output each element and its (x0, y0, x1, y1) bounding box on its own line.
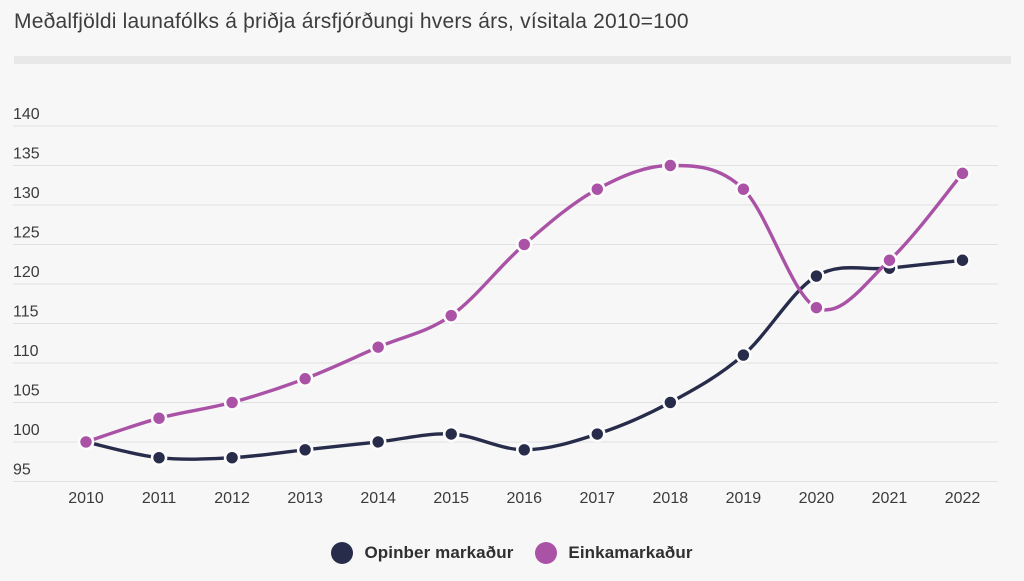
y-axis-tick-label: 125 (13, 224, 40, 241)
data-point-einkamarka-ur-2022[interactable] (954, 165, 971, 182)
data-point-einkamarka-ur-2012[interactable] (223, 394, 241, 411)
y-axis-tick-label: 95 (13, 461, 31, 478)
y-axis-tick-label: 130 (13, 185, 40, 202)
data-point-opinber-marka-ur-2017[interactable] (588, 425, 606, 443)
data-point-opinber-marka-ur-2018[interactable] (662, 394, 679, 411)
chart-legend: Opinber markaður Einkamarkaður (0, 541, 1024, 565)
legend-label: Einkamarkaður (568, 543, 693, 562)
series-line-opinber-marka-ur (84, 258, 965, 461)
data-point-opinber-marka-ur-2012[interactable] (223, 449, 241, 467)
data-point-opinber-marka-ur-2022[interactable] (954, 251, 971, 269)
y-axis-tick-label: 120 (13, 264, 40, 281)
y-axis-tick-label: 100 (13, 422, 40, 439)
data-point-einkamarka-ur-2015[interactable] (442, 307, 460, 324)
x-axis-tick-label: 2018 (653, 490, 689, 507)
x-axis-tick-label: 2017 (579, 490, 615, 507)
y-axis-tick-label: 140 (13, 106, 40, 123)
x-axis-tick-label: 2019 (726, 490, 762, 507)
x-axis-tick-label: 2014 (360, 490, 396, 507)
x-axis-tick-label: 2015 (433, 490, 469, 507)
y-axis-tick-label: 105 (13, 382, 40, 399)
y-axis-tick-label: 110 (13, 343, 39, 360)
data-point-einkamarka-ur-2011[interactable] (150, 409, 168, 427)
x-axis-tick-label: 2021 (872, 490, 908, 507)
chart-title: Meðalfjöldi launafólks á þriðja ársfjórð… (14, 10, 689, 33)
data-point-opinber-marka-ur-2011[interactable] (150, 449, 168, 467)
x-axis-tick-label: 2016 (506, 490, 542, 507)
data-point-opinber-marka-ur-2015[interactable] (442, 425, 460, 443)
data-point-einkamarka-ur-2021[interactable] (881, 251, 898, 269)
series-line-einkamarka-ur (84, 163, 965, 444)
data-point-einkamarka-ur-2016[interactable] (515, 236, 533, 253)
data-point-opinber-marka-ur-2016[interactable] (515, 441, 533, 459)
data-point-einkamarka-ur-2020[interactable] (808, 299, 825, 316)
data-point-einkamarka-ur-2019[interactable] (735, 180, 752, 198)
legend-item-einkamarka-ur[interactable]: Einkamarkaður (535, 542, 692, 564)
data-point-einkamarka-ur-2013[interactable] (296, 370, 314, 388)
data-point-opinber-marka-ur-2020[interactable] (808, 267, 825, 285)
data-point-einkamarka-ur-2018[interactable] (662, 157, 679, 174)
legend-dot-einkamarka-ur (535, 542, 558, 564)
x-axis-tick-label: 2020 (799, 490, 835, 507)
data-point-opinber-marka-ur-2019[interactable] (735, 346, 752, 364)
x-axis-tick-label: 2011 (142, 490, 177, 507)
data-point-einkamarka-ur-2010[interactable] (77, 433, 95, 451)
y-axis-tick-label: 135 (13, 145, 40, 162)
data-point-opinber-marka-ur-2014[interactable] (369, 433, 387, 451)
legend-dot-opinber-marka-ur (331, 542, 354, 564)
x-axis-tick-label: 2013 (287, 490, 323, 507)
x-axis-tick-label: 2012 (214, 490, 250, 507)
data-point-einkamarka-ur-2017[interactable] (588, 180, 606, 198)
title-divider (14, 56, 1011, 64)
legend-label: Opinber markaður (364, 543, 514, 562)
data-point-einkamarka-ur-2014[interactable] (369, 338, 387, 356)
data-point-opinber-marka-ur-2013[interactable] (296, 441, 314, 459)
legend-item-opinber-marka-ur[interactable]: Opinber markaður (331, 542, 513, 564)
x-axis-tick-label: 2022 (945, 490, 981, 507)
y-axis-tick-label: 115 (13, 303, 39, 320)
x-axis-tick-label: 2010 (68, 490, 104, 507)
